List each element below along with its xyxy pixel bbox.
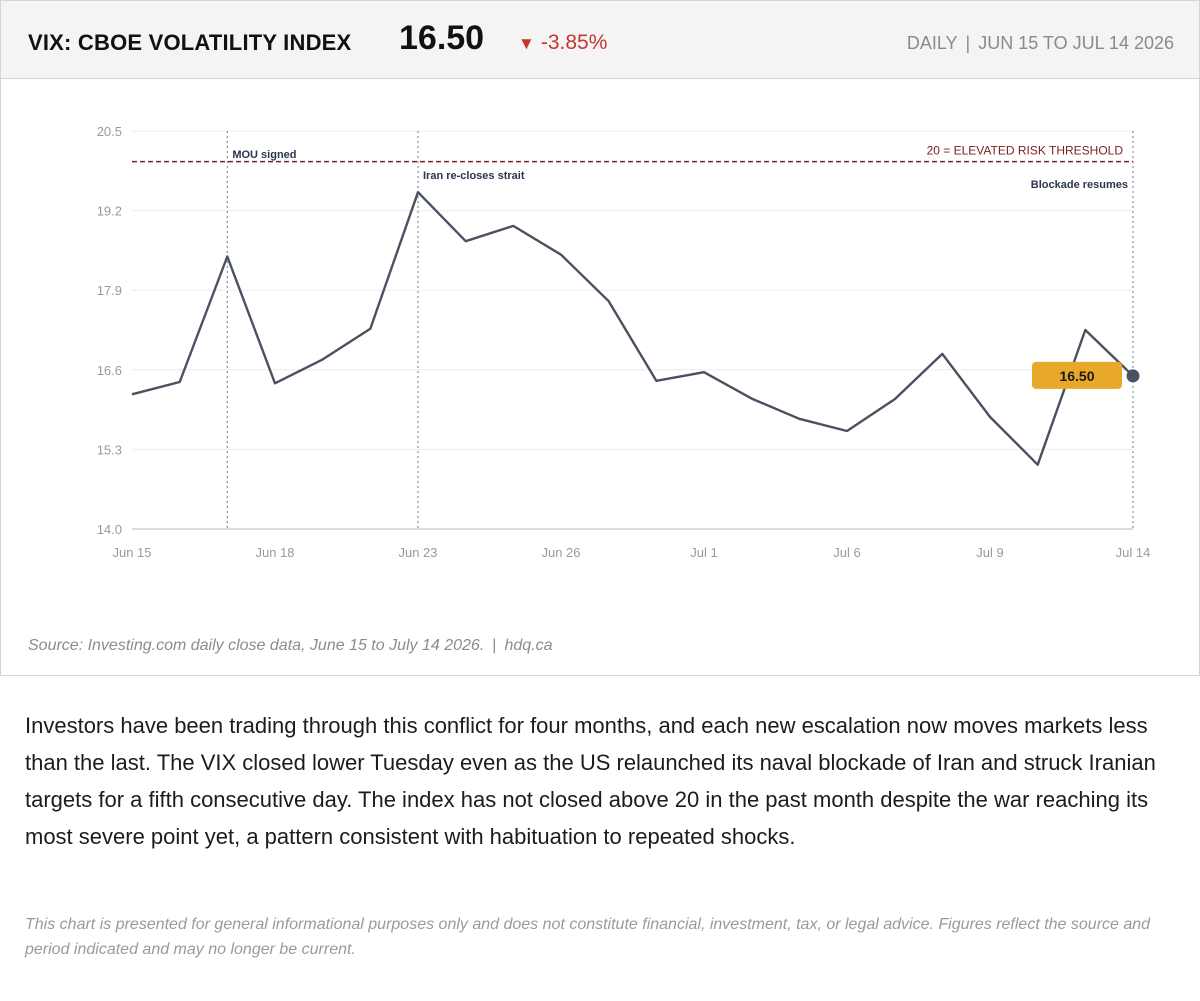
- x-tick-label: Jun 23: [398, 545, 437, 560]
- x-tick-label: Jun 15: [112, 545, 151, 560]
- vix-series-line: [131, 190, 1134, 466]
- x-tick-label: Jul 6: [833, 545, 860, 560]
- x-tick-label: Jun 26: [541, 545, 580, 560]
- threshold-label: 20 = ELEVATED RISK THRESHOLD: [927, 144, 1124, 158]
- vix-line-chart: 14.0 15.3 16.6 17.9 19.2 20.5 Jun 15 Jun 18 Jun …: [97, 124, 1151, 560]
- y-tick-label: 14.0: [97, 522, 122, 537]
- down-triangle-icon: ▼: [518, 34, 535, 53]
- x-tick-label: Jul 1: [690, 545, 717, 560]
- frequency-label: DAILY: [906, 33, 958, 53]
- y-tick-label: 15.3: [97, 442, 122, 457]
- x-tick-label: Jul 9: [976, 545, 1003, 560]
- y-tick-label: 20.5: [97, 124, 122, 139]
- source-site: hdq.ca: [504, 637, 553, 654]
- article-paragraph: Investors have been trading through this…: [25, 713, 1156, 849]
- chart-header: VIX: CBOE VOLATILITY INDEX 16.50 ▼ -3.85%…: [1, 1, 1199, 79]
- event-label: Iran re-closes strait: [423, 170, 525, 182]
- index-title: VIX: CBOE VOLATILITY INDEX: [28, 30, 352, 55]
- index-change: ▼ -3.85%: [518, 31, 607, 55]
- event-label: Blockade resumes: [1031, 179, 1128, 191]
- header-separator: |: [965, 33, 971, 53]
- chart-card: VIX: CBOE VOLATILITY INDEX 16.50 ▼ -3.85%…: [0, 0, 1200, 676]
- y-tick-label: 19.2: [97, 204, 122, 219]
- event-label: MOU signed: [232, 149, 296, 161]
- source-separator: |: [492, 637, 497, 654]
- index-value: 16.50: [399, 19, 485, 57]
- date-range: DAILY | JUN 15 TO JUL 14 2026: [907, 33, 1174, 54]
- last-value-marker: [1126, 369, 1140, 383]
- index-change-value: -3.85%: [540, 31, 608, 54]
- last-value-badge: [1032, 361, 1122, 389]
- period-label: JUN 15 TO JUL 14 2026: [978, 33, 1174, 53]
- x-tick-label: Jun 18: [255, 545, 294, 560]
- source-note: Source: Investing.com daily close data, …: [28, 637, 552, 655]
- y-tick-label: 16.6: [97, 363, 122, 378]
- y-tick-label: 17.9: [97, 283, 122, 298]
- source-text: Source: Investing.com daily close data, …: [28, 637, 485, 654]
- disclaimer: This chart is presented for general info…: [25, 916, 1151, 958]
- x-tick-label: Jul 14: [1116, 545, 1151, 560]
- last-value-label: 16.50: [1059, 368, 1094, 384]
